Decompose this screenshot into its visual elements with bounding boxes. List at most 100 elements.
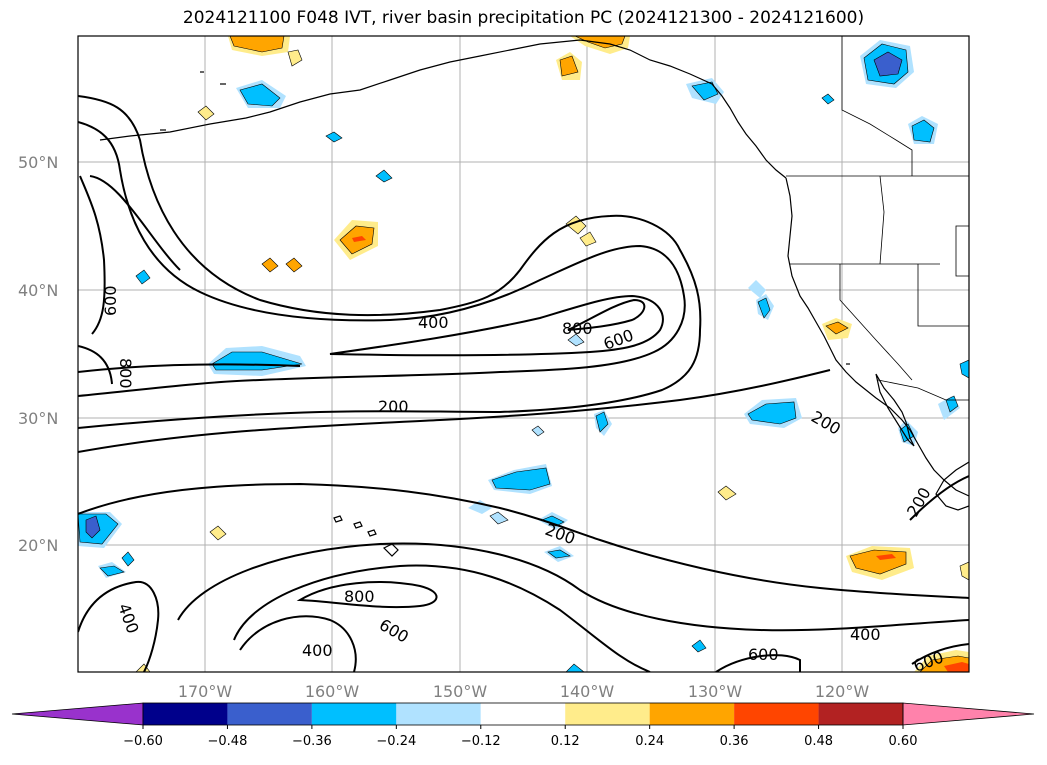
colorbar-tick-label: −0.24: [376, 734, 416, 749]
precip-blob: [595, 411, 609, 433]
hawaii-big-island: [382, 543, 399, 557]
ivt-contour-800-core: [567, 298, 646, 331]
colorbar: −0.60 −0.48 −0.36 −0.24 −0.12 0.12 0.24 0.36 0.4…: [11, 702, 1035, 749]
precip-blob: [747, 401, 797, 425]
colorbar-segment: [311, 703, 397, 725]
precip-blob: [468, 500, 492, 514]
contour-label: 200: [378, 397, 409, 416]
west-coast: [785, 177, 969, 497]
precip-blob: [239, 83, 281, 107]
precip-blob: [821, 93, 835, 105]
precip-blob: [559, 55, 579, 77]
ivt-contour-200: [78, 95, 702, 429]
ivt-contour-600-east: [911, 643, 969, 665]
plot-frame: [77, 35, 970, 673]
colorbar-segment: [818, 703, 903, 725]
baja-california: [875, 373, 915, 447]
contour-label: 400: [302, 641, 333, 660]
contour-label: 400: [418, 313, 449, 332]
colorbar-tick-label: 0.48: [804, 734, 833, 749]
colorbar-tick-label: 0.12: [551, 734, 580, 749]
precip-blob: [547, 549, 571, 559]
state-border-nv-az: [917, 264, 969, 327]
precip-blob: [944, 662, 969, 672]
colorbar-segment: [649, 703, 735, 725]
ivt-contour-400: [78, 121, 686, 397]
ivt-contour-200-east: [909, 475, 969, 521]
contour-label: 600: [748, 645, 779, 664]
colorbar-extend-high: [902, 702, 1035, 726]
longitude-labels: 170°W 160°W 150°W 140°W 130°W 120°W: [178, 682, 870, 701]
precip-blob: [873, 51, 903, 77]
ivt-contour-200-lower: [78, 369, 831, 453]
precip-blob: [197, 105, 215, 121]
colorbar-tick-label: −0.36: [292, 734, 332, 749]
colorbar-segment: [143, 703, 228, 725]
alaska-canada-border: [841, 36, 913, 176]
hawaii-maui: [367, 529, 377, 537]
lon-label: 130°W: [688, 682, 743, 701]
ivt-contour-400-south: [177, 542, 969, 632]
mexico-coast: [935, 461, 969, 511]
colorbar-tick-label: −0.60: [123, 734, 163, 749]
colorbar-segment: [734, 703, 819, 725]
precip-blob: [531, 425, 545, 437]
precip-blob: [491, 467, 551, 491]
colorbar-tick-label: 0.36: [720, 734, 749, 749]
us-mexico-border: [877, 379, 969, 401]
precip-blob: [209, 525, 227, 541]
precip-blob: [876, 554, 896, 560]
contour-label: 400: [850, 625, 881, 644]
ivt-contour-400-inner: [239, 615, 357, 672]
colorbar-segment: [565, 703, 650, 725]
ivt-contour-800-south: [296, 581, 438, 609]
map-title: 2024121100 F048 IVT, river basin precipi…: [182, 8, 865, 28]
precip-blob: [375, 169, 393, 183]
precip-blob: [959, 561, 969, 581]
precip-blob: [567, 333, 585, 347]
precip-blob: [352, 236, 366, 242]
contour-label: 800: [116, 358, 135, 389]
precip-blob: [489, 511, 509, 525]
alaska-coast: [99, 39, 787, 179]
precip-blob: [717, 485, 737, 501]
contour-label: 800: [344, 587, 375, 606]
ivt-contour-600-se: [715, 654, 801, 672]
ivt-contours: [78, 95, 969, 672]
state-border-wy: [955, 225, 969, 277]
colorbar-segment: [480, 703, 566, 725]
precip-blob: [691, 81, 719, 101]
colorbar-tick-label: 0.60: [889, 734, 918, 749]
precip-blob: [691, 639, 707, 653]
ivt-contour-400-sw: [78, 580, 160, 672]
lat-label: 30°N: [18, 409, 58, 428]
colorbar-segment: [396, 703, 481, 725]
colorbar-segment: [227, 703, 312, 725]
precip-blob: [287, 49, 303, 67]
precip-blob: [565, 663, 585, 672]
lon-label: 170°W: [178, 682, 233, 701]
ivt-contour-600-core: [329, 294, 664, 357]
colorbar-extend-low: [11, 702, 144, 726]
precip-blob: [565, 215, 587, 235]
precip-blob: [579, 231, 597, 247]
colorbar-tick-label: 0.24: [635, 734, 664, 749]
ivt-contour-800-left: [78, 345, 301, 385]
latitude-labels: 50°N 40°N 30°N 20°N: [18, 153, 58, 555]
precip-blob: [959, 359, 969, 379]
precip-blob: [757, 297, 771, 319]
ivt-contour-600-upper: [89, 175, 181, 271]
coastlines: [99, 39, 969, 557]
hawaii-oahu: [353, 521, 363, 529]
lat-label: 50°N: [18, 153, 58, 172]
lon-label: 120°W: [815, 682, 870, 701]
hawaii-kauai: [333, 515, 343, 523]
precip-blob: [261, 257, 279, 273]
lon-label: 140°W: [560, 682, 615, 701]
precip-blob: [748, 280, 766, 298]
colorbar-tick-label: −0.48: [208, 734, 248, 749]
precip-blob: [229, 36, 285, 53]
ivt-contour-600-south: [233, 564, 651, 672]
precip-blob: [135, 269, 151, 285]
